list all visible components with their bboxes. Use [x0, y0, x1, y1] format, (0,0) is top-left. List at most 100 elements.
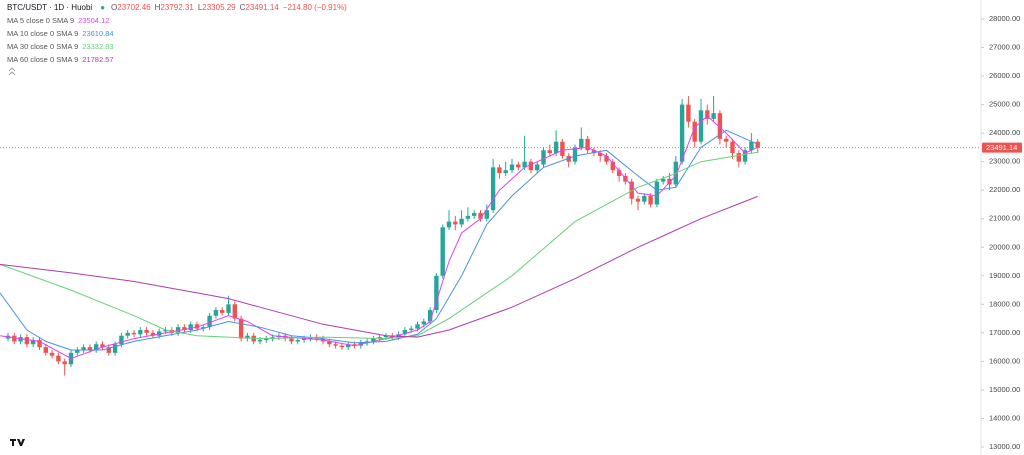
candle-body — [642, 195, 647, 202]
candle-body — [522, 161, 527, 168]
y-tick-label: 27000.00 — [989, 43, 1020, 52]
candle-body — [144, 330, 149, 333]
candle-body — [717, 113, 723, 139]
candle-body — [566, 155, 571, 162]
candle-body — [163, 330, 168, 332]
candle-body — [635, 198, 641, 202]
header: BTC/USDT · 1D · Huobi ● O23702.46 H23792.31… — [7, 3, 347, 12]
y-tick-label: 14000.00 — [989, 413, 1020, 422]
candle-body — [604, 155, 609, 162]
candle-body — [150, 332, 156, 336]
candle-body — [598, 153, 603, 156]
candle-body — [245, 335, 250, 339]
candle-body — [131, 332, 137, 335]
candle-body — [402, 330, 408, 335]
candle-body — [49, 352, 55, 356]
candle-body — [213, 310, 219, 316]
candle-body — [755, 141, 760, 148]
symbol: BTC/USDT · 1D · Huobi — [7, 3, 92, 12]
candle-body — [572, 147, 578, 162]
ohlc-value: 23792.31 — [160, 3, 194, 12]
candle-body — [138, 330, 143, 335]
y-tick-label: 17000.00 — [989, 328, 1020, 337]
candle-body — [295, 340, 300, 342]
ohlc-value: 23702.46 — [117, 3, 151, 12]
candle-body — [383, 335, 389, 338]
legend-name: MA 5 close 0 SMA 9 — [7, 16, 74, 25]
y-tick-label: 18000.00 — [989, 299, 1020, 308]
legend-entry: MA 60 close 0 SMA 9 21782.57 — [7, 55, 114, 64]
candle-body — [257, 340, 263, 342]
candle-body — [56, 355, 61, 362]
candle-body — [226, 304, 231, 313]
candle-body — [371, 338, 376, 342]
y-tick-label: 26000.00 — [989, 71, 1020, 80]
candle-body — [182, 327, 187, 331]
candle-body — [333, 344, 338, 346]
candle-body — [484, 210, 489, 219]
candle-body — [301, 338, 307, 340]
candle-body — [289, 338, 294, 342]
candle-body — [686, 104, 691, 122]
legend-value: 21782.57 — [82, 55, 113, 64]
candle-body — [742, 150, 748, 162]
change: −214.80 (−0.91%) — [283, 3, 347, 12]
tv-logo — [8, 436, 25, 447]
y-tick-label: 13000.00 — [989, 442, 1020, 451]
candle-body — [698, 110, 704, 142]
candle-body — [503, 170, 508, 174]
candle-body — [610, 161, 615, 171]
candle-body — [188, 324, 193, 331]
candle-body — [560, 141, 565, 156]
candle-body — [535, 164, 540, 171]
y-tick-label: 24000.00 — [989, 128, 1020, 137]
candle-body — [232, 304, 237, 319]
candle-body — [125, 332, 130, 336]
candle-body — [194, 324, 200, 329]
ohlc-value: 23305.29 — [202, 3, 236, 12]
legend-value: 23504.12 — [78, 16, 109, 25]
y-tick-label: 19000.00 — [989, 271, 1020, 280]
y-tick-label: 28000.00 — [989, 14, 1020, 23]
y-tick-label: 16000.00 — [989, 356, 1020, 365]
candle-body — [434, 275, 439, 311]
candle-body — [62, 361, 67, 365]
candle-body — [31, 340, 36, 345]
candle-body — [112, 344, 118, 353]
y-tick-label: 22000.00 — [989, 185, 1020, 194]
candle-body — [579, 138, 584, 148]
candle-body — [264, 338, 269, 340]
y-tick-label: 25000.00 — [989, 100, 1020, 109]
candle-body — [724, 138, 729, 142]
candle-body — [446, 221, 452, 228]
candle-body — [516, 164, 521, 168]
ohlc-value: 23491.14 — [245, 3, 279, 12]
candle-body — [81, 347, 86, 350]
candle-body — [472, 213, 477, 216]
candle-body — [459, 218, 464, 225]
candle-body — [37, 340, 42, 348]
candle-body — [749, 141, 754, 151]
candle-body — [705, 110, 710, 119]
last-price-tag — [982, 142, 1022, 153]
candle-body — [427, 310, 433, 322]
legend-value: 23332.83 — [82, 42, 113, 51]
candle-body — [490, 167, 496, 211]
candle-body — [421, 321, 426, 325]
ma-line — [0, 195, 758, 338]
candle-body — [553, 141, 559, 154]
candle-body — [94, 344, 99, 350]
candle-body — [616, 170, 622, 176]
candle-body — [377, 337, 382, 339]
legend-name: MA 30 close 0 SMA 9 — [7, 42, 78, 51]
last-price-label: 23491.14 — [986, 143, 1017, 152]
y-tick-label: 21000.00 — [989, 214, 1020, 223]
candle-body — [591, 150, 597, 154]
candle-body — [465, 215, 471, 219]
candle-body — [43, 347, 48, 353]
candle-body — [87, 347, 93, 350]
candle-body — [207, 315, 212, 328]
candle-body — [478, 213, 483, 219]
candle-body — [509, 164, 515, 171]
legend-name: MA 60 close 0 SMA 9 — [7, 55, 78, 64]
